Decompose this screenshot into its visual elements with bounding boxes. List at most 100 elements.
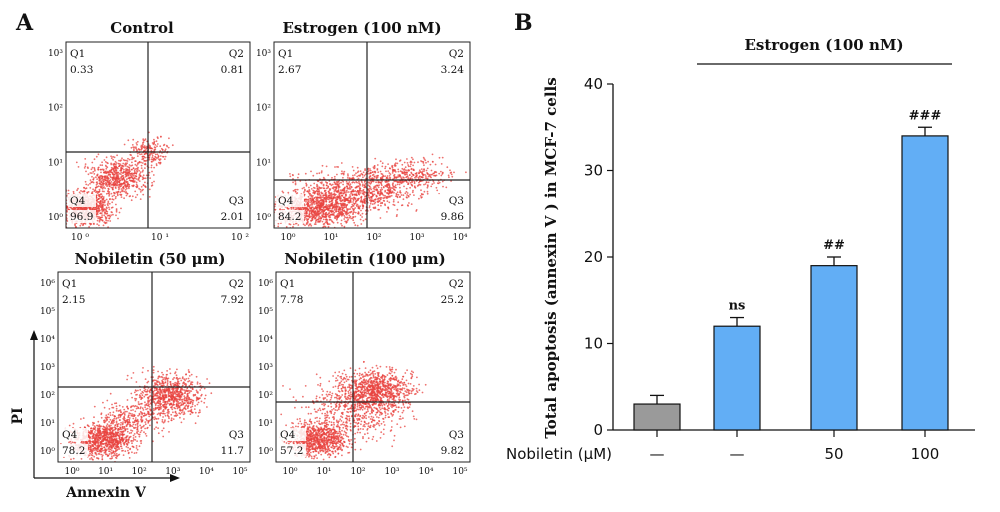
plot-frame [273,41,471,229]
quadrant-label: 25.2 [441,294,464,306]
plot-frame [275,271,471,463]
y-axis-label: Total apoptosis (annexin V ) in MCF-7 ce… [542,77,560,438]
quadrant-label: 9.86 [441,211,465,223]
x-tick-label: 100 [911,445,940,463]
x-tick-label: 10⁴ [452,233,467,243]
x-tick-label: 10² [350,467,365,477]
quadrant-label: 84.2 [278,211,301,223]
x-tick-label: 10 ² [231,233,249,243]
y-tick-label: 10³ [48,49,63,59]
axis-arrows [30,330,180,482]
y-tick-label: 10¹ [48,158,63,168]
quadrant-label: Q1 [62,278,77,290]
significance-label: ### [909,108,942,123]
x-tick-label: 10³ [409,233,424,243]
col-title-estrogen: Estrogen (100 nM) [282,19,441,37]
y-tick-label: 40 [584,75,603,93]
y-tick-label: 30 [584,162,603,180]
y-tick-label: 10³ [40,363,55,373]
quadrant-label: 3.24 [441,64,465,76]
bar [901,135,949,431]
y-tick-label: 10⁵ [40,307,55,317]
quadrant-label: 2.01 [221,211,244,223]
significance-label: ## [823,238,845,253]
y-tick-label: 10² [48,104,63,114]
bar [713,325,761,431]
flow-plot: 10³ 10² 10¹ 10⁰ 10 ⁰ 10 ¹ 10 ² Q1 0.33 Q2 0.81 Q3 2.… [48,41,251,243]
bar [633,403,681,431]
quadrant-label: 0.81 [221,64,244,76]
quadrant-label: Q4 [280,429,296,441]
flow-plot: 10⁶ 10⁵ 10⁴ 10³ 10² 10¹ 10⁰ 10⁰ 10¹ 10² 10³ 10⁴ 10⁵ Q… [40,271,251,477]
quadrant-label: Q4 [278,195,294,207]
x-tick-label: 10⁴ [199,467,214,477]
x-tick-label: 10² [366,233,381,243]
chart-title: Estrogen (100 nM) [744,36,903,54]
y-tick-label: 10⁴ [258,335,273,345]
x-tick-label: — [730,445,745,463]
y-tick-label: 10⁰ [48,213,63,223]
quadrant-label: Q3 [229,429,244,441]
x-tick-label: 10¹ [98,467,113,477]
quadrant-label: Q3 [449,195,464,207]
row-title-nobiletin-50: Nobiletin (50 μm) [74,250,225,268]
x-tick-label: 10³ [165,467,180,477]
y-tick-label: 10¹ [40,419,55,429]
quadrant-label: 11.7 [221,445,244,457]
panel-a-flow-cytometry: Control Estrogen (100 nM) Nobiletin (50 … [10,19,471,501]
quadrant-label: Q1 [280,278,295,290]
x-tick-label: — [650,445,665,463]
y-tick-label: 10² [258,391,273,401]
scatter-points [274,153,467,228]
quadrant-label: 7.78 [280,294,303,306]
x-tick-label: 10⁵ [452,467,467,477]
quadrant-label: Q4 [70,195,86,207]
x-axis-label-annexin: Annexin V [65,485,147,501]
x-axis-prefix-label: Nobiletin (μM) [506,445,612,463]
x-tick-label: 10⁰ [64,467,79,477]
quadrant-label: Q3 [229,195,244,207]
bar [810,265,858,431]
y-tick-label: 10 [584,335,603,353]
y-tick-label: 10⁵ [258,307,273,317]
x-tick-label: 10⁴ [418,467,433,477]
flow-plot: 10³ 10² 10¹ 10⁰ 10⁰ 10¹ 10² 10³ 10⁴ Q1 2.67 Q2 3.24 Q… [256,41,471,243]
flow-plot: 10⁶ 10⁵ 10⁴ 10³ 10² 10¹ 10⁰ 10⁰ 10¹ 10² 10³ 10⁴ 10⁵ Q… [258,271,471,477]
quadrant-label: Q2 [449,48,464,60]
y-tick-label: 10¹ [256,158,271,168]
y-tick-label: 10² [40,391,55,401]
y-tick-label: 10¹ [258,419,273,429]
y-axis-label-pi: PI [10,407,26,424]
significance-label: ns [729,299,746,314]
quadrant-label: Q4 [62,429,78,441]
quadrant-label: Q1 [278,48,293,60]
quadrant-label: 78.2 [62,445,85,457]
x-tick-label: 10 ¹ [151,233,169,243]
x-tick-label: 10⁰ [280,233,295,243]
col-title-control: Control [110,19,174,37]
quadrant-label: Q2 [229,48,244,60]
quadrant-label: 7.92 [221,294,244,306]
plot-frame [65,41,251,229]
y-tick-label: 10⁶ [258,279,273,289]
quadrant-label: 2.15 [62,294,85,306]
x-tick-label: 10¹ [323,233,338,243]
panel-a-letter: A [16,10,34,36]
quadrant-label: Q2 [449,278,464,290]
y-tick-label: 20 [584,248,603,266]
quadrant-label: 0.33 [70,64,93,76]
y-tick-label: 10⁴ [40,335,55,345]
panel-b-letter: B [514,10,533,36]
y-tick-label: 10³ [258,363,273,373]
quadrant-label: 9.82 [441,445,464,457]
x-tick-label: 10¹ [316,467,331,477]
y-tick-label: 10³ [256,49,271,59]
y-tick-label: 10⁶ [40,279,55,289]
x-tick-label: 50 [824,445,843,463]
y-tick-label: 10⁰ [40,447,55,457]
quadrant-label: 2.67 [278,64,301,76]
y-tick-label: 10⁰ [258,447,273,457]
quadrant-label: Q2 [229,278,244,290]
y-tick-label: 10⁰ [256,213,271,223]
y-tick-label: 0 [593,421,603,439]
